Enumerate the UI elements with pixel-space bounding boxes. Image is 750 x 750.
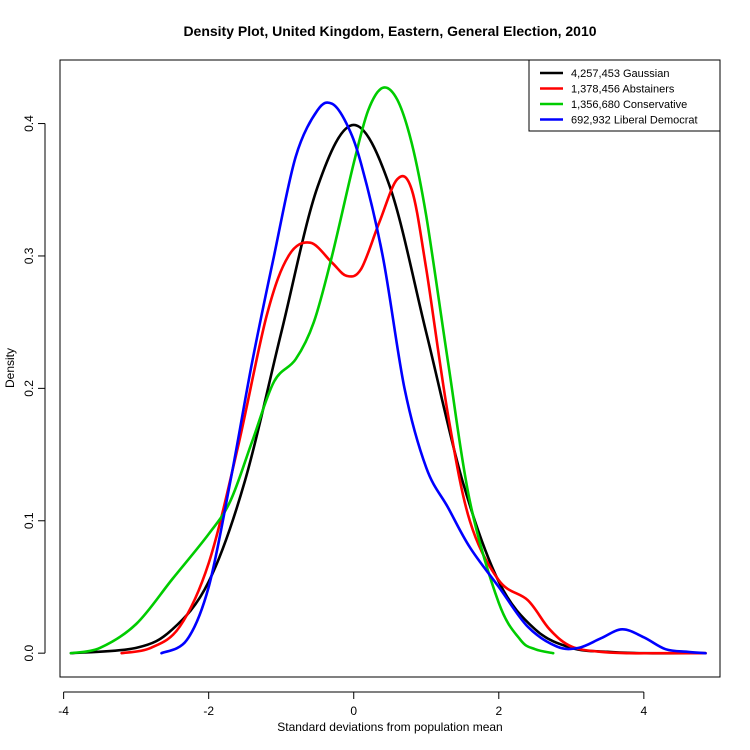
plot-frame <box>59 59 721 678</box>
y-tick-label: 0.1 <box>22 512 36 529</box>
series-line-3 <box>160 101 707 655</box>
legend-entry: 1,356,680 Conservative <box>571 99 687 111</box>
y-tick-label: 0.2 <box>22 380 36 397</box>
y-tick-label: 0.3 <box>22 247 36 264</box>
series-line-2 <box>69 86 555 655</box>
legend-entry: 4,257,453 Gaussian <box>571 68 669 80</box>
y-axis-label: Density <box>3 348 17 388</box>
series-layer <box>69 86 707 655</box>
legend: 4,257,453 Gaussian 1,378,456 Abstainers 1,… <box>528 59 721 132</box>
x-axis: -4 -2 0 2 4 <box>58 691 648 718</box>
legend-entry: 1,378,456 Abstainers <box>571 84 675 96</box>
x-tick-label: 4 <box>641 704 648 718</box>
x-tick-label: -4 <box>58 704 69 718</box>
x-tick-label: -2 <box>203 704 214 718</box>
legend-entry: 692,932 Liberal Democrat <box>571 115 698 127</box>
x-tick-label: 0 <box>350 704 357 718</box>
series-line-0 <box>69 123 707 655</box>
x-axis-label: Standard deviations from population mean <box>277 720 502 734</box>
x-tick-label: 2 <box>495 704 502 718</box>
y-axis: 0.0 0.1 0.2 0.3 0.4 <box>22 115 46 662</box>
y-tick-label: 0.4 <box>22 115 36 132</box>
chart-title: Density Plot, United Kingdom, Eastern, G… <box>183 23 596 39</box>
y-tick-label: 0.0 <box>22 645 36 662</box>
